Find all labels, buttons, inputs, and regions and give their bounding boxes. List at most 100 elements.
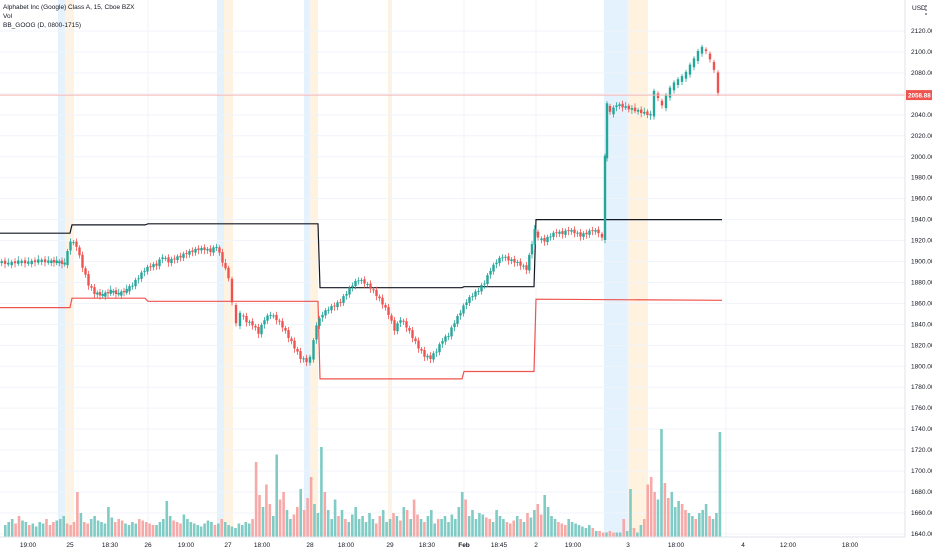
x-tick-label: 4 xyxy=(741,542,745,549)
dots-icon[interactable] xyxy=(925,5,927,15)
candle-body xyxy=(664,95,668,109)
candle-body xyxy=(363,279,366,284)
candle-body xyxy=(284,328,287,331)
last-price-tag xyxy=(906,90,932,101)
candle-body xyxy=(90,286,93,288)
volume-bar xyxy=(419,519,423,537)
volume-bar xyxy=(718,432,722,537)
candle-body xyxy=(528,254,531,271)
candle-body xyxy=(342,296,345,303)
session-band-2 xyxy=(217,0,224,537)
candle-body xyxy=(402,320,405,322)
time-axis[interactable]: 19:00 25 18:30 26 19:00 27 18:00 28 18:00 29 18:30… xyxy=(20,542,859,549)
volume-bar xyxy=(426,516,430,537)
candle-body xyxy=(453,323,456,327)
candle-body xyxy=(676,79,680,85)
candle-body xyxy=(66,251,69,266)
volume-bar xyxy=(192,523,196,537)
volume-bar xyxy=(430,510,433,537)
volume-bar xyxy=(399,520,402,537)
volume-bar xyxy=(481,514,485,537)
candle-body xyxy=(507,256,510,261)
volume-bar xyxy=(62,516,65,537)
y-tick-label: 1840.00 xyxy=(911,321,932,328)
volume-bar xyxy=(632,528,636,537)
volume-bar xyxy=(151,525,155,537)
volume-bar xyxy=(323,492,327,537)
volume-bar xyxy=(670,492,674,537)
candle-body xyxy=(234,305,238,324)
x-tick-label: 2 xyxy=(534,542,538,549)
symbol-title[interactable]: Alphabet Inc (Google) Class A, 15, Cboe … xyxy=(3,4,135,11)
candle-body xyxy=(30,260,33,265)
candle-body xyxy=(486,275,489,284)
candle-body xyxy=(137,278,140,280)
candle-body xyxy=(492,264,495,272)
y-tick-label: 1640.00 xyxy=(911,531,932,538)
volume-bar xyxy=(546,507,550,537)
candle-body xyxy=(570,230,573,232)
candle-body xyxy=(510,259,513,261)
candle-body xyxy=(533,229,536,245)
volume-bar xyxy=(601,532,605,537)
candle-body xyxy=(600,233,604,238)
candle-body xyxy=(716,72,720,93)
candle-body xyxy=(58,261,61,264)
volume-bar xyxy=(691,516,694,537)
volume-bar xyxy=(344,519,347,537)
candle-body xyxy=(501,257,504,259)
price-axis[interactable]: 2120.002100.002080.002060.002040.002020.… xyxy=(911,28,932,538)
candle-body xyxy=(200,247,203,251)
candle-body xyxy=(594,230,597,232)
candle-body xyxy=(630,108,634,110)
vertical-gridlines xyxy=(69,0,727,537)
volume-bar xyxy=(182,514,186,537)
candle-body xyxy=(185,253,188,255)
last-price-text: 2058.88 xyxy=(908,93,931,100)
y-tick-label: 2100.00 xyxy=(911,49,932,56)
volume-bar xyxy=(649,477,653,537)
volume-bar xyxy=(4,525,7,537)
candle-body xyxy=(7,262,10,265)
candle-body xyxy=(348,287,351,295)
volume-bar xyxy=(217,523,220,537)
volume-bar xyxy=(34,526,38,537)
candle-body xyxy=(543,237,546,242)
volume-bar xyxy=(584,528,588,537)
volume-bar xyxy=(313,504,316,537)
volume-bar xyxy=(581,526,584,537)
candle-body xyxy=(269,314,272,316)
volume-bar xyxy=(564,525,567,537)
volume-bar xyxy=(371,519,375,537)
indicator-legend[interactable]: BB_GOOG (D, 0800-1715) xyxy=(3,22,82,29)
candle-body xyxy=(93,287,96,294)
volume-bar xyxy=(570,522,574,537)
volume-bar xyxy=(378,516,382,537)
volume-bar xyxy=(588,525,591,537)
y-tick-label: 1740.00 xyxy=(911,426,932,433)
volume-bar xyxy=(203,523,206,537)
candle-body xyxy=(640,109,643,114)
volume-bar xyxy=(491,522,495,537)
x-tick-label: 19:00 xyxy=(20,542,37,549)
volume-bar xyxy=(447,522,450,537)
candle-body xyxy=(104,292,107,297)
candle-body xyxy=(700,46,704,54)
candle-body xyxy=(318,318,321,326)
band-upper-line xyxy=(0,219,722,289)
volume-bar xyxy=(474,519,478,537)
candle-body xyxy=(450,327,453,337)
volume-bar xyxy=(667,498,670,537)
x-tick-label: 18:00 xyxy=(668,542,685,549)
y-tick-label: 2020.00 xyxy=(911,133,932,140)
candle-body xyxy=(87,274,90,286)
candle-body xyxy=(408,328,411,331)
volume-bar xyxy=(577,525,581,537)
volume-legend[interactable]: Vol xyxy=(3,13,13,20)
volume-bar xyxy=(107,507,110,537)
x-tick-label: 28 xyxy=(306,542,314,549)
candle-body xyxy=(366,284,369,285)
volume-bar xyxy=(368,513,371,537)
volume-bar xyxy=(320,447,323,537)
